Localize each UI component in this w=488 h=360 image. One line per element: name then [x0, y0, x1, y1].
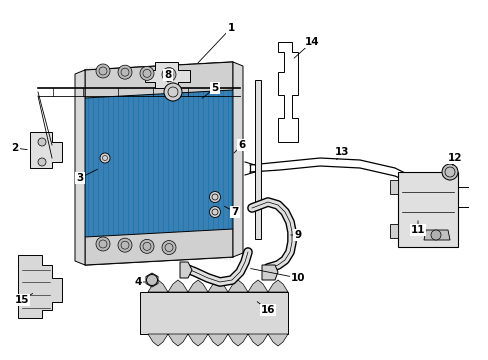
Bar [140, 292, 287, 334]
Circle shape [430, 230, 440, 240]
Polygon shape [247, 280, 267, 292]
Circle shape [118, 65, 132, 79]
Polygon shape [227, 280, 247, 292]
Polygon shape [262, 265, 278, 280]
Polygon shape [207, 334, 227, 346]
Text: 4: 4 [134, 277, 142, 287]
Circle shape [163, 83, 182, 101]
Text: 3: 3 [76, 173, 83, 183]
Polygon shape [207, 280, 227, 292]
Text: 9: 9 [294, 230, 301, 240]
Polygon shape [267, 280, 287, 292]
Polygon shape [187, 334, 207, 346]
Text: 1: 1 [227, 23, 234, 33]
Polygon shape [85, 62, 232, 98]
Polygon shape [227, 334, 247, 346]
Polygon shape [85, 62, 232, 265]
Text: 16: 16 [260, 305, 275, 315]
Circle shape [38, 158, 46, 166]
Polygon shape [145, 62, 190, 88]
Circle shape [96, 237, 110, 251]
Text: 14: 14 [304, 37, 319, 47]
Polygon shape [232, 62, 243, 257]
Circle shape [441, 164, 457, 180]
Text: 15: 15 [15, 295, 29, 305]
Polygon shape [148, 334, 168, 346]
Circle shape [140, 66, 154, 80]
Text: 6: 6 [238, 140, 245, 150]
Polygon shape [267, 334, 287, 346]
Circle shape [146, 274, 157, 285]
Text: 7: 7 [231, 207, 238, 217]
Polygon shape [168, 280, 187, 292]
Polygon shape [30, 132, 62, 168]
Text: 10: 10 [290, 273, 305, 283]
Polygon shape [75, 70, 85, 265]
Circle shape [209, 207, 220, 217]
Polygon shape [165, 83, 181, 101]
Text: 13: 13 [334, 147, 348, 157]
Text: 2: 2 [11, 143, 19, 153]
Circle shape [96, 64, 110, 78]
Polygon shape [423, 230, 449, 240]
Polygon shape [247, 334, 267, 346]
Polygon shape [85, 62, 232, 265]
Polygon shape [85, 229, 232, 265]
Polygon shape [389, 180, 397, 194]
Circle shape [100, 153, 110, 163]
Circle shape [209, 192, 220, 202]
Text: 11: 11 [410, 225, 425, 235]
Circle shape [162, 240, 176, 255]
Polygon shape [148, 280, 168, 292]
Polygon shape [145, 273, 158, 287]
Polygon shape [180, 262, 192, 278]
Circle shape [162, 68, 176, 82]
Polygon shape [18, 255, 62, 318]
Text: 12: 12 [447, 153, 461, 163]
Text: 5: 5 [211, 83, 218, 93]
Text: 8: 8 [164, 70, 171, 80]
Polygon shape [442, 164, 456, 180]
Polygon shape [187, 280, 207, 292]
Bar [397, 172, 457, 247]
Circle shape [140, 239, 154, 253]
Polygon shape [389, 224, 397, 238]
Circle shape [38, 138, 46, 146]
Polygon shape [254, 80, 261, 239]
Circle shape [118, 238, 132, 252]
Polygon shape [168, 334, 187, 346]
